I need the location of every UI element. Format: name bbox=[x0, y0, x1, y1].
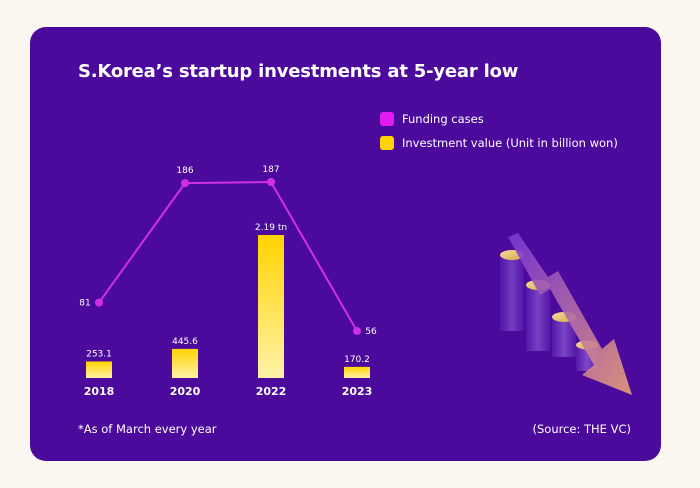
footnote: *As of March every year bbox=[78, 422, 217, 436]
legend-item-investment-value: Investment value (Unit in billion won) bbox=[380, 131, 618, 155]
funding-point-2020 bbox=[181, 179, 189, 188]
bar-2023 bbox=[344, 366, 370, 378]
bar-2020 bbox=[172, 348, 198, 378]
funding-label-2018: 81 bbox=[79, 299, 90, 309]
bar-label-2023: 170.2 bbox=[344, 355, 370, 365]
legend-label-investment-value: Investment value (Unit in billion won) bbox=[402, 136, 618, 150]
bar-2022 bbox=[258, 235, 284, 378]
legend: Funding cases Investment value (Unit in … bbox=[380, 107, 618, 155]
funding-label-2023: 56 bbox=[365, 327, 377, 337]
funding-point-2022 bbox=[267, 178, 275, 186]
legend-item-funding-cases: Funding cases bbox=[380, 107, 618, 131]
bar-label-2022: 2.19 tn bbox=[255, 223, 287, 233]
x-tick-2023: 2023 bbox=[342, 385, 373, 398]
declining-bars-arrow-icon bbox=[500, 233, 632, 395]
chart-card: S.Korea’s startup investments at 5-year … bbox=[30, 27, 661, 461]
legend-swatch-investment-value bbox=[380, 136, 394, 150]
funding-label-2020: 186 bbox=[176, 166, 193, 176]
funding-point-2018 bbox=[95, 298, 103, 307]
x-tick-2018: 2018 bbox=[84, 385, 115, 398]
bar-label-2020: 445.6 bbox=[172, 337, 198, 347]
bar-label-2018: 253.1 bbox=[86, 349, 112, 359]
funding-label-2022: 187 bbox=[262, 165, 279, 175]
chart-title: S.Korea’s startup investments at 5-year … bbox=[78, 61, 519, 82]
funding-point-2023 bbox=[353, 327, 361, 335]
funding-cases-line bbox=[98, 180, 358, 332]
x-tick-2020: 2020 bbox=[170, 385, 201, 398]
source-note: (Source: THE VC) bbox=[532, 422, 632, 436]
legend-swatch-funding-cases bbox=[380, 112, 394, 126]
legend-label-funding-cases: Funding cases bbox=[402, 112, 484, 126]
chart-plot: 253.1 445.6 2.19 tn 170.2 81 186 187 56 2018 2020… bbox=[79, 165, 632, 398]
x-tick-2022: 2022 bbox=[256, 385, 287, 398]
bar-2018 bbox=[86, 361, 112, 378]
